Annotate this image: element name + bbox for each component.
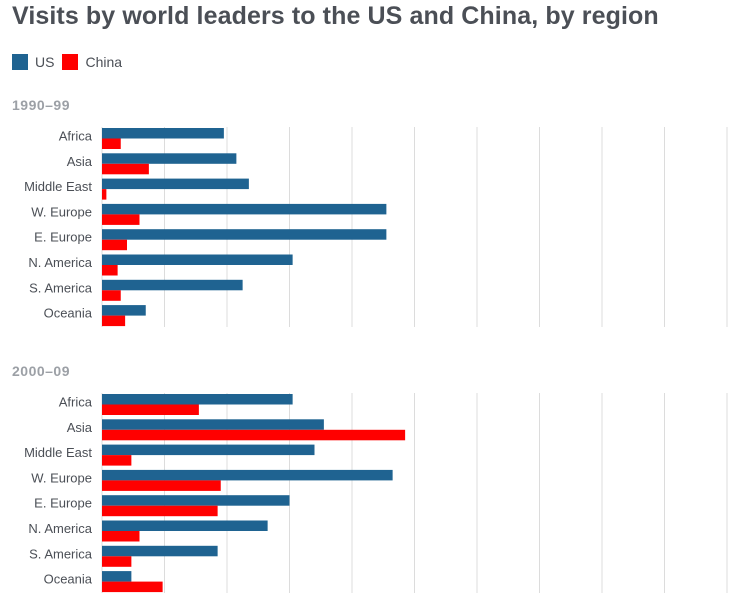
bar-us <box>102 545 218 557</box>
bar-us <box>102 229 387 240</box>
bar-china <box>102 480 221 491</box>
category-label: S. America <box>29 546 93 561</box>
bar-us <box>102 520 268 531</box>
bar-china <box>102 505 218 517</box>
legend: US China <box>12 52 130 72</box>
category-label: Middle East <box>24 179 92 194</box>
bar-us <box>102 394 293 405</box>
panel-0: 1990–99 Africa Asia Middle East W. Europe E. … <box>12 97 728 327</box>
category-label: Middle East <box>24 445 92 460</box>
bar-us <box>102 305 146 316</box>
bar-china <box>102 556 132 567</box>
bar-china <box>102 315 126 327</box>
category-label: Oceania <box>44 306 93 321</box>
bar-china <box>102 138 121 149</box>
bar-china <box>102 163 149 175</box>
panel-title: 1990–99 <box>12 97 70 113</box>
legend-swatch-us <box>12 54 28 70</box>
legend-item-us: US <box>12 54 54 70</box>
bar-us <box>102 128 224 139</box>
bar-china <box>102 455 132 466</box>
panel-1: 2000–09 Africa Asia Middle East W. Europe E. … <box>12 363 728 593</box>
bar-china <box>102 290 121 301</box>
panel-title: 2000–09 <box>12 363 70 379</box>
bar-us <box>102 178 249 190</box>
bar-us <box>102 444 315 456</box>
legend-label-china: China <box>85 54 123 70</box>
bar-us <box>102 254 293 265</box>
bar-china <box>102 429 406 441</box>
bar-china <box>102 531 140 542</box>
bar-us <box>102 279 243 291</box>
category-label: E. Europe <box>34 230 92 245</box>
legend-item-china: China <box>62 54 122 70</box>
legend-swatch-china <box>62 54 79 70</box>
bar-us <box>102 419 324 430</box>
category-label: W. Europe <box>31 470 92 485</box>
category-label: Africa <box>59 129 93 144</box>
bar-china <box>102 404 199 415</box>
chart-title: Visits by world leaders to the US and Ch… <box>12 2 659 30</box>
category-label: Asia <box>67 420 93 435</box>
bar-china <box>102 214 140 225</box>
category-label: S. America <box>29 280 93 295</box>
bar-china <box>102 239 127 251</box>
category-label: Asia <box>67 154 93 169</box>
category-label: N. America <box>28 255 92 270</box>
bar-us <box>102 495 290 506</box>
category-label: Oceania <box>44 572 93 587</box>
bar-us <box>102 571 132 582</box>
category-label: Africa <box>59 395 93 410</box>
category-label: W. Europe <box>31 204 92 219</box>
bar-us <box>102 153 237 164</box>
bar-china <box>102 189 107 200</box>
category-label: N. America <box>28 521 92 536</box>
bar-china <box>102 581 163 593</box>
bar-us <box>102 203 387 215</box>
bar-china <box>102 265 118 276</box>
legend-label-us: US <box>35 54 55 70</box>
bar-us <box>102 469 393 481</box>
category-label: E. Europe <box>34 496 92 511</box>
